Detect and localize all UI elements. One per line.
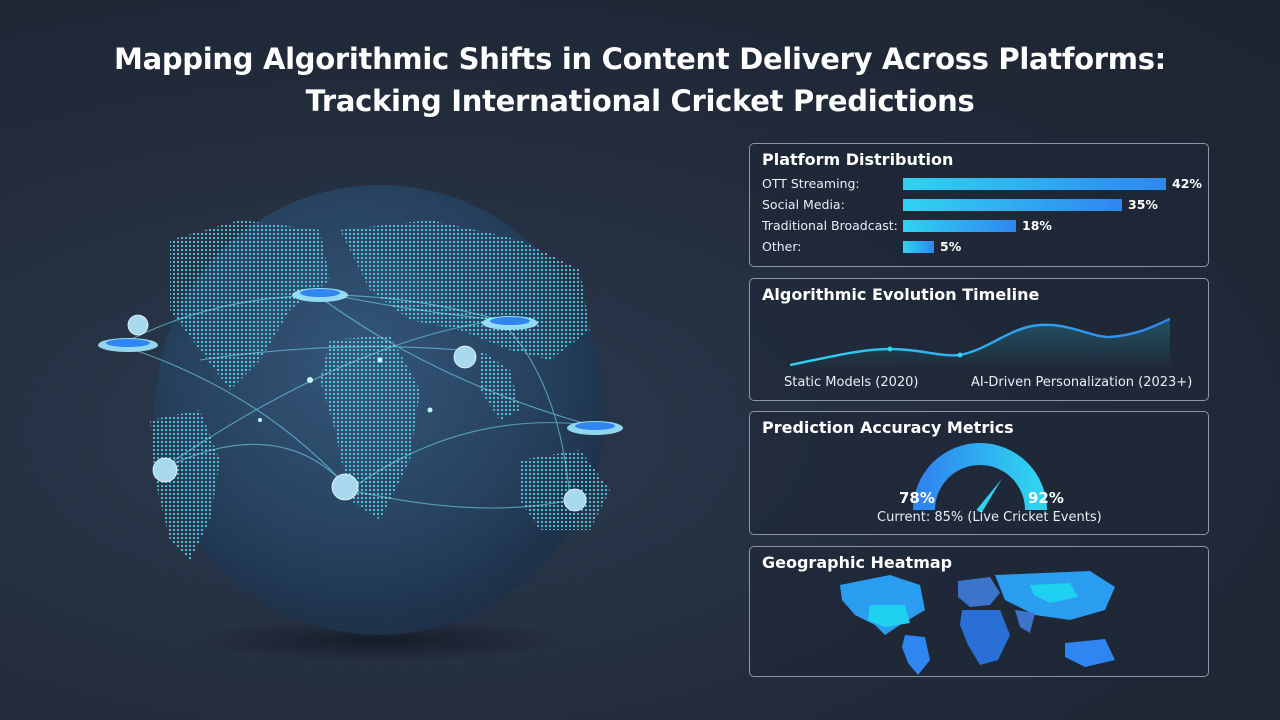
timeline-line-chart (789, 317, 1171, 369)
page-title-line-1: Mapping Algorithmic Shifts in Content De… (114, 42, 1166, 76)
distribution-label: OTT Streaming: (762, 176, 860, 191)
accuracy-max-label: 92% (1028, 489, 1064, 507)
globe-illustration (80, 160, 680, 680)
distribution-row: Other: 5% (762, 239, 1202, 255)
stadium-icon (98, 288, 623, 435)
distribution-bar (903, 199, 1122, 211)
timeline-end-label: AI-Driven Personalization (2023+) (971, 375, 1193, 390)
heatmap-title: Geographic Heatmap (762, 553, 953, 572)
accuracy-min-label: 78% (899, 489, 935, 507)
cricket-ball-icon (127, 314, 587, 512)
accuracy-panel: Prediction Accuracy Metrics 78% 92% Curr… (749, 411, 1209, 535)
distribution-bar (903, 220, 1016, 232)
distribution-value: 18% (1022, 218, 1052, 233)
distribution-label: Traditional Broadcast: (762, 218, 898, 233)
distribution-row: OTT Streaming: 42% (762, 176, 1202, 192)
distribution-value: 35% (1128, 197, 1158, 212)
page-title: Mapping Algorithmic Shifts in Content De… (0, 38, 1280, 122)
distribution-bar (903, 178, 1166, 190)
world-map-icon (840, 571, 1115, 675)
accuracy-current-label: Current: 85% (Live Cricket Events) (877, 510, 1102, 525)
distribution-label: Other: (762, 239, 802, 254)
globe-icon (98, 185, 623, 662)
page-title-line-2: Tracking International Cricket Predictio… (305, 84, 975, 118)
gauge-icon (913, 443, 1047, 512)
timeline-title: Algorithmic Evolution Timeline (762, 285, 1040, 304)
gauge-needle (976, 478, 1002, 512)
timeline-start-label: Static Models (2020) (784, 375, 919, 390)
distribution-value: 5% (940, 239, 962, 254)
distribution-label: Social Media: (762, 197, 845, 212)
heatmap-panel: Geographic Heatmap (749, 546, 1209, 677)
distribution-row: Traditional Broadcast: 18% (762, 218, 1202, 234)
accuracy-title: Prediction Accuracy Metrics (762, 418, 1014, 437)
distribution-bar (903, 241, 934, 253)
platform-distribution-panel: Platform Distribution OTT Streaming: 42% S… (749, 143, 1209, 267)
timeline-panel: Algorithmic Evolution Timeline Static Mo… (749, 278, 1209, 401)
distribution-value: 42% (1172, 176, 1202, 191)
distribution-row: Social Media: 35% (762, 197, 1202, 213)
platform-distribution-title: Platform Distribution (762, 150, 954, 169)
